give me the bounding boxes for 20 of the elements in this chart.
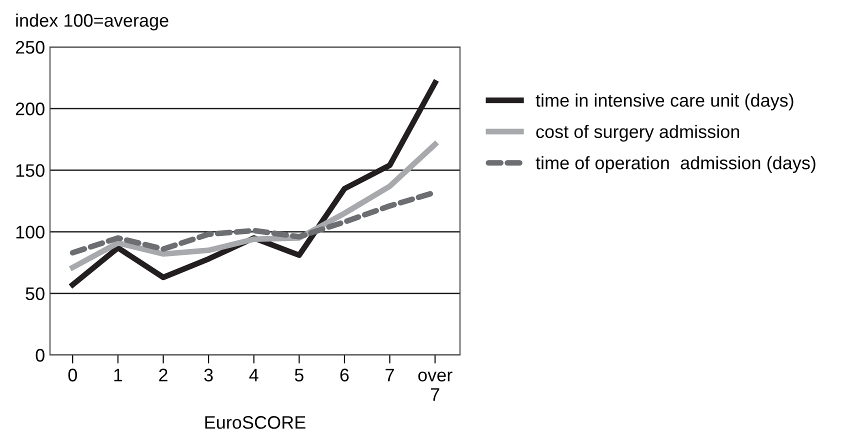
x-tick-label: 6: [340, 368, 349, 382]
y-tick-label: 50: [26, 287, 44, 300]
y-axis-title: index 100=average: [16, 14, 168, 30]
y-tick-label: 0: [36, 348, 44, 362]
x-tick-label: 0: [68, 368, 77, 382]
legend-label: time of operation admission (days): [536, 156, 816, 173]
legend-label: time in intensive care unit (days): [536, 94, 794, 110]
x-tick-label: 2: [159, 368, 168, 382]
x-axis-title: EuroSCORE: [205, 416, 306, 429]
x-tick-label: 7: [386, 368, 394, 382]
legend-label: cost of surgery admission: [536, 124, 740, 142]
y-tick-label: 250: [16, 40, 44, 54]
x-tick-label: 5: [294, 368, 304, 382]
x-tick-label: over 7: [418, 372, 452, 401]
y-tick-label: 150: [16, 164, 44, 177]
y-tick-label: 200: [16, 102, 44, 116]
x-tick-label: 4: [249, 368, 258, 382]
y-tick-label: 100: [16, 226, 44, 239]
x-tick-label: 3: [204, 368, 213, 382]
x-tick-label: 1: [114, 368, 122, 382]
